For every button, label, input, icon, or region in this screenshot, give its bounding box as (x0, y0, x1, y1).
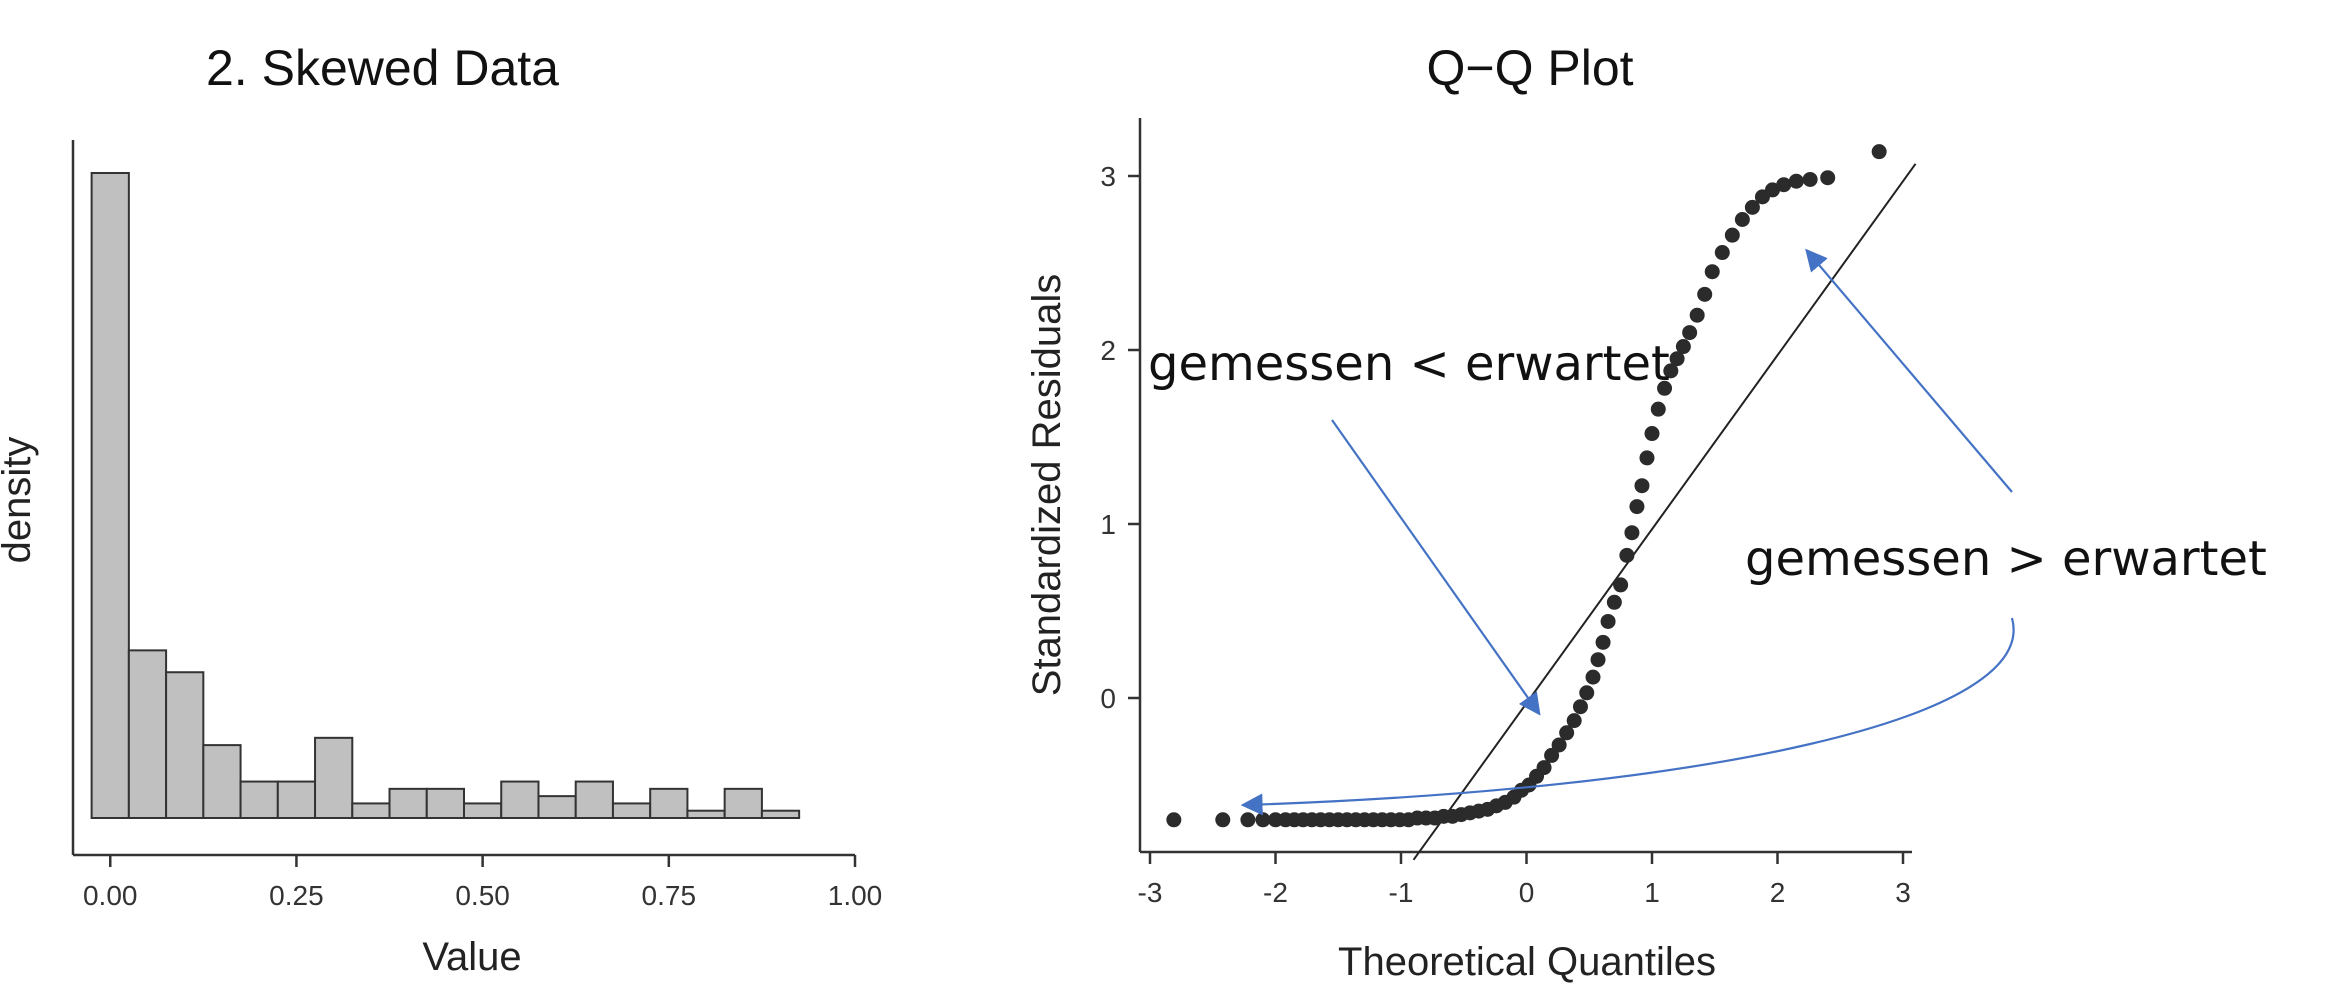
qq-y-tick-label: 3 (1100, 161, 1116, 192)
qq-points (1166, 144, 1887, 828)
qq-point (1166, 812, 1182, 828)
qq-point (1714, 245, 1730, 261)
qq-x-ticks: -3 -2 -1 0 1 2 3 (1138, 852, 1911, 908)
histogram-x-tick-label: 0.75 (642, 880, 697, 911)
histogram-bar (686, 809, 726, 819)
qq-point (1639, 450, 1655, 466)
qq-y-label: Standardized Residuals (1025, 274, 1069, 696)
qq-point (1551, 737, 1567, 753)
qq-point (1595, 634, 1611, 650)
annotation-arrow-2 (1805, 248, 2013, 493)
histogram-bar (425, 787, 465, 820)
histogram-bar (165, 671, 205, 820)
qq-point (1724, 227, 1740, 243)
qq-point (1675, 339, 1691, 355)
histogram-bar (760, 809, 801, 819)
qq-x-tick-label: -3 (1138, 877, 1163, 908)
histogram-x-tick-label: 0.00 (83, 880, 138, 911)
histogram-bar (127, 649, 168, 819)
histogram-bar (314, 736, 354, 819)
qq-point (1255, 812, 1271, 828)
histogram-bar (574, 780, 614, 820)
histogram-bar (239, 780, 279, 820)
qq-y-tick-label: 0 (1100, 683, 1116, 714)
qq-plot-chart: Q−Q Plot -3 -2 -1 0 1 2 3 0 1 2 3 Theoretical Qua… (1025, 40, 2267, 984)
histogram-bar (276, 780, 317, 820)
histogram-bar (611, 802, 652, 819)
qq-point (1644, 426, 1660, 442)
qq-x-label: Theoretical Quantiles (1338, 940, 1716, 984)
qq-point (1689, 307, 1705, 323)
qq-point (1634, 478, 1650, 494)
qq-point (1697, 286, 1713, 302)
qq-y-ticks: 0 1 2 3 (1100, 161, 1140, 714)
histogram-bar (388, 787, 428, 820)
qq-point (1536, 760, 1552, 776)
qq-reference-line (1412, 163, 1917, 861)
qq-point (1619, 547, 1635, 563)
histogram-bar (90, 172, 130, 819)
annotation-arrow-3 (1240, 617, 2015, 816)
qq-point (1215, 812, 1231, 828)
histogram-bar (202, 744, 242, 820)
qq-point (1871, 144, 1887, 160)
qq-point (1663, 363, 1679, 379)
histogram-bar (463, 802, 503, 819)
histogram-chart: 2. Skewed Data 0.00 0.25 0.50 0.75 1.00 Valu… (0, 40, 882, 979)
qq-point (1579, 685, 1595, 701)
qq-point (1606, 594, 1622, 610)
qq-point (1566, 713, 1582, 729)
histogram-title: 2. Skewed Data (206, 40, 559, 96)
qq-plot-title: Q−Q Plot (1426, 40, 1633, 96)
qq-point (1788, 173, 1804, 189)
qq-point (1776, 177, 1792, 193)
qq-point (1704, 264, 1720, 280)
qq-point (1572, 699, 1588, 715)
qq-point (1559, 725, 1575, 741)
qq-point (1590, 652, 1606, 668)
qq-point (1802, 171, 1818, 187)
qq-point (1585, 669, 1601, 685)
histogram-y-label: density (0, 437, 39, 564)
histogram-bar (500, 780, 540, 820)
qq-x-tick-label: 3 (1895, 877, 1911, 908)
qq-point (1624, 525, 1640, 541)
histogram-bar (723, 787, 763, 820)
histogram-x-ticks: 0.00 0.25 0.50 0.75 1.00 (83, 855, 882, 911)
histogram-bar (649, 787, 689, 820)
qq-point (1744, 199, 1760, 215)
qq-point (1600, 613, 1616, 629)
qq-point (1764, 182, 1780, 198)
qq-point (1544, 747, 1560, 763)
qq-annotations: gemessen < erwartet gemessen > erwartet (1148, 248, 2267, 816)
histogram-bars (90, 172, 801, 820)
qq-x-tick-label: -1 (1389, 877, 1414, 908)
qq-x-tick-label: 0 (1519, 877, 1535, 908)
qq-point (1657, 380, 1673, 396)
qq-point (1669, 351, 1685, 367)
qq-y-tick-label: 1 (1100, 509, 1116, 540)
qq-x-tick-label: 2 (1770, 877, 1786, 908)
histogram-bar (351, 802, 391, 819)
qq-point (1613, 577, 1629, 593)
annotation-arrow-1 (1331, 419, 1541, 716)
histogram-x-tick-label: 0.25 (269, 880, 324, 911)
qq-x-tick-label: 1 (1644, 877, 1660, 908)
histogram-x-tick-label: 0.50 (455, 880, 510, 911)
qq-point (1629, 499, 1645, 515)
histogram-x-label: Value (422, 935, 521, 979)
annotation-measured-less-than-expected: gemessen < erwartet (1148, 336, 1670, 392)
qq-y-tick-label: 2 (1100, 335, 1116, 366)
qq-point (1820, 170, 1836, 186)
qq-point (1650, 401, 1666, 417)
qq-x-tick-label: -2 (1263, 877, 1288, 908)
histogram-x-tick-label: 1.00 (828, 880, 883, 911)
qq-point (1240, 812, 1256, 828)
qq-point (1682, 325, 1698, 341)
annotation-measured-greater-than-expected: gemessen > erwartet (1745, 531, 2267, 587)
qq-point (1734, 212, 1750, 227)
histogram-bar (537, 795, 577, 820)
